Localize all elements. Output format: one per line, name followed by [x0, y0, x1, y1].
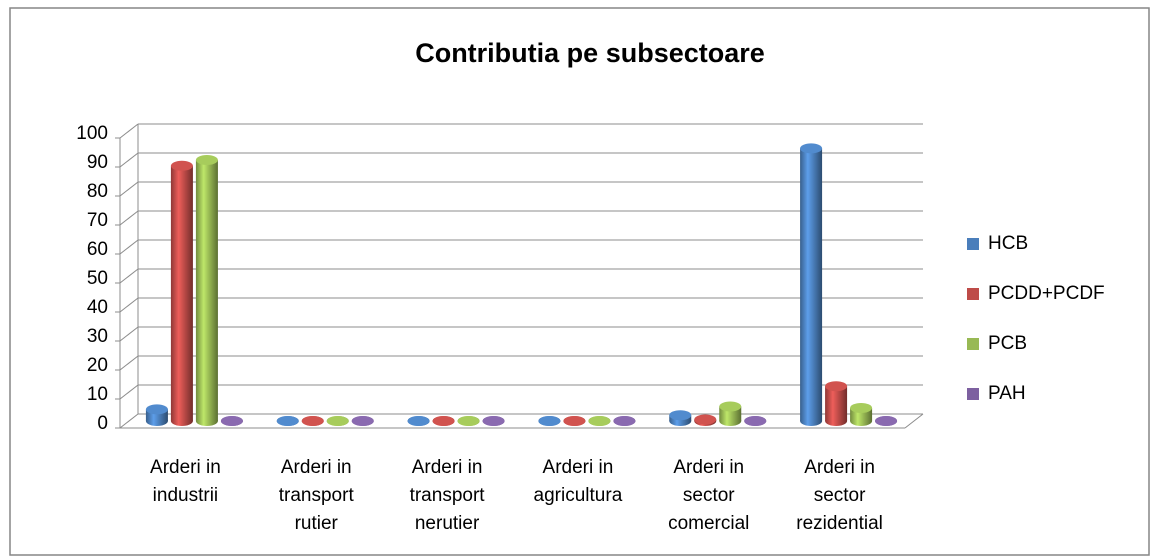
- bar-top: [875, 416, 898, 426]
- bar-body: [800, 148, 823, 421]
- bar-base: [145, 416, 168, 426]
- legend-swatch: [967, 338, 979, 350]
- bar-top: [457, 416, 480, 426]
- bar: [407, 416, 430, 426]
- bar-top: [850, 402, 873, 413]
- bar-top: [351, 416, 374, 426]
- bar-body: [145, 409, 168, 421]
- bar: [432, 416, 455, 426]
- x-tick-label: Arderi in sector comercial: [668, 457, 749, 534]
- grid-line: [119, 326, 139, 342]
- bar-top: [145, 404, 168, 415]
- bar-base: [850, 416, 873, 426]
- bar: [744, 416, 767, 426]
- bar: [145, 404, 168, 426]
- legend-label: HCB: [988, 233, 1028, 254]
- bar-top: [825, 381, 848, 392]
- bar: [326, 416, 349, 426]
- y-tick-label: 70: [87, 210, 108, 231]
- bar: [669, 410, 692, 426]
- bar-base: [170, 416, 193, 426]
- bar: [538, 416, 561, 426]
- x-tick-label: Arderi in sector rezidential: [796, 457, 883, 534]
- legend-swatch: [967, 238, 979, 250]
- bar-body: [170, 165, 193, 421]
- bar: [195, 155, 218, 426]
- legend-label: PCDD+PCDF: [988, 283, 1105, 304]
- y-tick-label: 60: [87, 239, 108, 260]
- bar-base: [800, 416, 823, 426]
- bar: [588, 416, 611, 426]
- x-tick-label: Arderi in transport nerutier: [410, 457, 486, 534]
- bar: [613, 416, 636, 426]
- bar-top: [170, 160, 193, 171]
- bar-body: [825, 386, 848, 421]
- bar: [800, 143, 823, 426]
- axis-line: [904, 413, 924, 429]
- bar: [482, 416, 505, 426]
- bar-top: [195, 155, 218, 165]
- y-tick-label: 30: [87, 326, 108, 347]
- bar-top: [326, 416, 349, 426]
- bar-top: [669, 410, 692, 421]
- bar: [719, 401, 742, 426]
- grid-line: [119, 181, 139, 197]
- bar-top: [538, 416, 561, 426]
- bar: [220, 416, 243, 426]
- y-tick-label: 100: [76, 123, 108, 144]
- bar-top: [301, 416, 324, 426]
- bar-base: [719, 416, 742, 426]
- bar-top: [432, 416, 455, 426]
- bar: [875, 416, 898, 426]
- legend-label: PCB: [988, 333, 1027, 354]
- y-tick-label: 50: [87, 268, 108, 289]
- bar-top: [694, 414, 717, 425]
- bar-top: [588, 416, 611, 426]
- bar-top: [220, 416, 243, 426]
- bar-top: [613, 416, 636, 426]
- grid-line: [119, 355, 139, 371]
- grid-line: [119, 210, 139, 226]
- bar-base: [825, 416, 848, 426]
- grid-line: [119, 268, 139, 284]
- bar-top: [563, 416, 586, 426]
- grid-line: [119, 239, 139, 255]
- bar-top: [744, 416, 767, 426]
- bar: [276, 416, 299, 426]
- bar: [850, 402, 873, 426]
- grid-line: [119, 123, 139, 139]
- bar-top: [719, 401, 742, 412]
- y-tick-label: 20: [87, 355, 108, 376]
- y-tick-label: 80: [87, 181, 108, 202]
- x-tick-label: Arderi in transport rutier: [279, 457, 355, 534]
- bar-top: [482, 416, 505, 426]
- y-tick-label: 90: [87, 152, 108, 173]
- y-tick-label: 10: [87, 384, 108, 405]
- grid-line: [119, 297, 139, 313]
- bar: [170, 160, 193, 426]
- y-tick-label: 40: [87, 297, 108, 318]
- grid-line: [119, 413, 139, 429]
- bar-base: [195, 416, 218, 426]
- bar: [563, 416, 586, 426]
- grid-line: [119, 152, 139, 168]
- bar-top: [800, 143, 823, 154]
- y-tick-label: 0: [97, 413, 108, 434]
- bar-top: [407, 416, 430, 426]
- x-tick-label: Arderi in agricultura: [534, 457, 623, 506]
- legend-swatch: [967, 388, 979, 400]
- bar-top: [276, 416, 299, 426]
- legend-label: PAH: [988, 383, 1026, 404]
- bar: [351, 416, 374, 426]
- grid-line: [119, 384, 139, 400]
- bar-body: [195, 160, 218, 421]
- bar: [457, 416, 480, 426]
- chart-title: Contributia pe subsectoare: [415, 38, 765, 68]
- legend-swatch: [967, 288, 979, 300]
- bar: [694, 414, 717, 426]
- bar: [301, 416, 324, 426]
- bar: [825, 381, 848, 426]
- x-tick-label: Arderi in industrii: [150, 457, 221, 506]
